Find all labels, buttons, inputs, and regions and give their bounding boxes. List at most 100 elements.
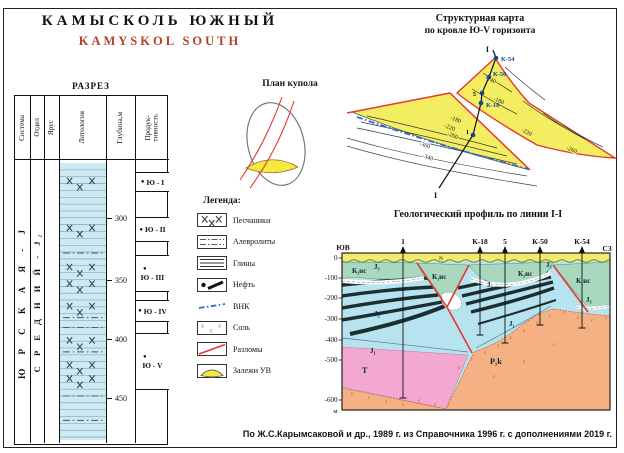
dome-fault-1 xyxy=(239,96,283,181)
productivity-cell: ● Ю - I ● Ю - II ● Ю - III ● Ю - IV ● Ю - V xyxy=(136,160,169,443)
map-title-line2: по кровле Ю-V горизонта xyxy=(424,26,536,36)
legend-item-oil: Нефть xyxy=(197,277,317,292)
lithology-cell xyxy=(60,160,107,443)
horizon-yu5: ● Ю - V xyxy=(136,333,169,390)
depth-label: 0 xyxy=(334,254,338,262)
salt-letter: с xyxy=(351,391,354,397)
horizon-label: Ю - III xyxy=(140,272,165,282)
salt-c-symbols: с с с с с с с с с с с с с с с с с с с с … xyxy=(351,310,608,408)
hc-deposit-swatch-icon xyxy=(197,363,227,378)
series-cell: С Р Е Д Н И Й - J₂ xyxy=(31,160,45,443)
well-dot-k18 xyxy=(478,100,484,106)
well-label-k50: К-50 xyxy=(493,71,506,78)
stratum-label-j3: J₃ xyxy=(546,261,552,269)
stratum-label-j3: J₃ xyxy=(374,263,380,271)
salt-swatch-icon: ссс xyxy=(197,320,227,335)
source-citation: По Ж.С.Карымсаковой и др., 1989 г. из Сп… xyxy=(242,429,612,439)
horizon-yu2: ● Ю - II xyxy=(136,217,169,242)
profile-well-labels: 1 К-18 5 К-50 К-54 ЮВ СЗ xyxy=(336,238,611,253)
depth-tick: 350 xyxy=(107,276,135,286)
salt-letter: с xyxy=(418,398,421,404)
header-stage: Ярус xyxy=(45,96,60,160)
salt-letter: с xyxy=(536,320,539,326)
well-label-k54: К-54 xyxy=(501,56,515,63)
legend-item-clay: Глины xyxy=(197,256,317,270)
stratum-label-k1nc: К₁нс xyxy=(518,270,532,278)
depth-axis: 0 -100 -200 -300 -400 -500 -600 м xyxy=(325,254,342,415)
depth-cell: 300 350 400 450 xyxy=(107,160,136,443)
salt-letter: с xyxy=(605,315,608,321)
salt-letter: с xyxy=(458,365,461,371)
depth-tick: 300 xyxy=(107,214,135,224)
stratum-label-k1nc: К₁нс xyxy=(576,277,590,285)
salt-letter: с xyxy=(202,323,205,329)
horizon-yu4: ● Ю - IV xyxy=(136,300,169,322)
map-title-line1: Структурная карта xyxy=(435,13,525,24)
header-stage-label: Ярус xyxy=(47,119,56,136)
unconformity-wave xyxy=(342,259,610,263)
header-system: Система xyxy=(15,96,31,160)
legend-label: Разломы xyxy=(233,344,263,354)
salt-letter: с xyxy=(510,335,513,341)
k1nc-green-zones xyxy=(342,261,610,311)
well-dot-1 xyxy=(470,132,476,138)
stratum-label-j2: J₂ xyxy=(487,281,493,289)
contour-label: -220 xyxy=(443,123,455,133)
oil-dot-icon: ● xyxy=(140,179,145,185)
header-depth-label: Глубина,м xyxy=(116,111,125,144)
dome-plan-figure xyxy=(239,96,306,189)
salt-letter: с xyxy=(385,399,388,405)
fault-2 xyxy=(446,264,470,308)
line-label-bottom: I xyxy=(434,191,437,200)
horizon-yu3: ● Ю - III xyxy=(136,255,169,292)
stratum-label-k1nc: К₁нс xyxy=(352,267,366,275)
salt-letter: с xyxy=(591,318,594,324)
salt-letter: с xyxy=(219,323,222,329)
legend-label: Залежи УВ xyxy=(233,366,271,375)
outer-frame xyxy=(3,8,617,448)
series-label: С Р Е Д Н И Й - J₂ xyxy=(32,230,43,373)
salt-letter: с xyxy=(549,313,552,319)
salt-letter: с xyxy=(563,310,566,316)
contour-label: -260 xyxy=(446,131,458,141)
line-label-top: I xyxy=(486,45,489,54)
contour-label: -180 xyxy=(449,115,461,125)
depth-tick: 400 xyxy=(107,335,135,345)
horizon-label: Ю - II xyxy=(145,225,166,234)
depth-label: -100 xyxy=(325,274,338,282)
stratum-label-t: Т xyxy=(362,366,368,375)
salt-letter: с xyxy=(210,328,213,334)
horizon-label: Ю - I xyxy=(146,177,165,187)
salt-letter: с xyxy=(434,402,437,408)
legend-label: Алевролиты xyxy=(233,237,276,246)
well-dot-k54 xyxy=(493,55,499,61)
column-section-title: РАЗРЕЗ xyxy=(72,81,110,91)
permian-salt-layer xyxy=(342,308,610,410)
legend-label: Нефть xyxy=(233,280,255,289)
direction-label-se: ЮВ xyxy=(336,243,349,252)
stratum-label-k1nc: К₁нс xyxy=(432,273,446,281)
legend-item-sandstone: Песчаники xyxy=(197,213,317,227)
legend-item-faults: Разломы xyxy=(197,342,317,356)
well-label-k18: К-18 xyxy=(486,102,500,109)
stratum-label-j2: J₂ xyxy=(374,310,380,318)
sandstone-swatch-icon xyxy=(197,213,227,227)
profile-box xyxy=(341,252,611,411)
header-productivity-label: Продук- тивность xyxy=(143,113,160,142)
legend-label: Глины xyxy=(233,258,255,268)
well-dot-k50 xyxy=(486,74,492,80)
salt-letter: с xyxy=(471,357,474,363)
stratum-label-j1: J₁ xyxy=(509,320,515,328)
well-label: К-50 xyxy=(532,238,548,246)
strata-labels: N К₁нс К₁нс К₁нс К₁нс J₃ J₃ J₃ J₂ J₂ J₁ … xyxy=(352,256,592,375)
depth-label: -300 xyxy=(325,315,338,323)
horizon-label: Ю - V xyxy=(142,360,163,370)
siltstone-swatch-icon xyxy=(197,234,227,249)
legend-label: Соль xyxy=(233,323,250,332)
salt-letter: с xyxy=(577,315,580,321)
contour-label: -340 xyxy=(421,153,433,162)
j1-boundary-lines xyxy=(342,305,552,353)
horizon-label: Ю - IV xyxy=(143,306,167,316)
geological-profile-figure: 1 К-18 5 К-50 К-54 ЮВ СЗ 0 -100 -200 -30… xyxy=(325,238,612,415)
